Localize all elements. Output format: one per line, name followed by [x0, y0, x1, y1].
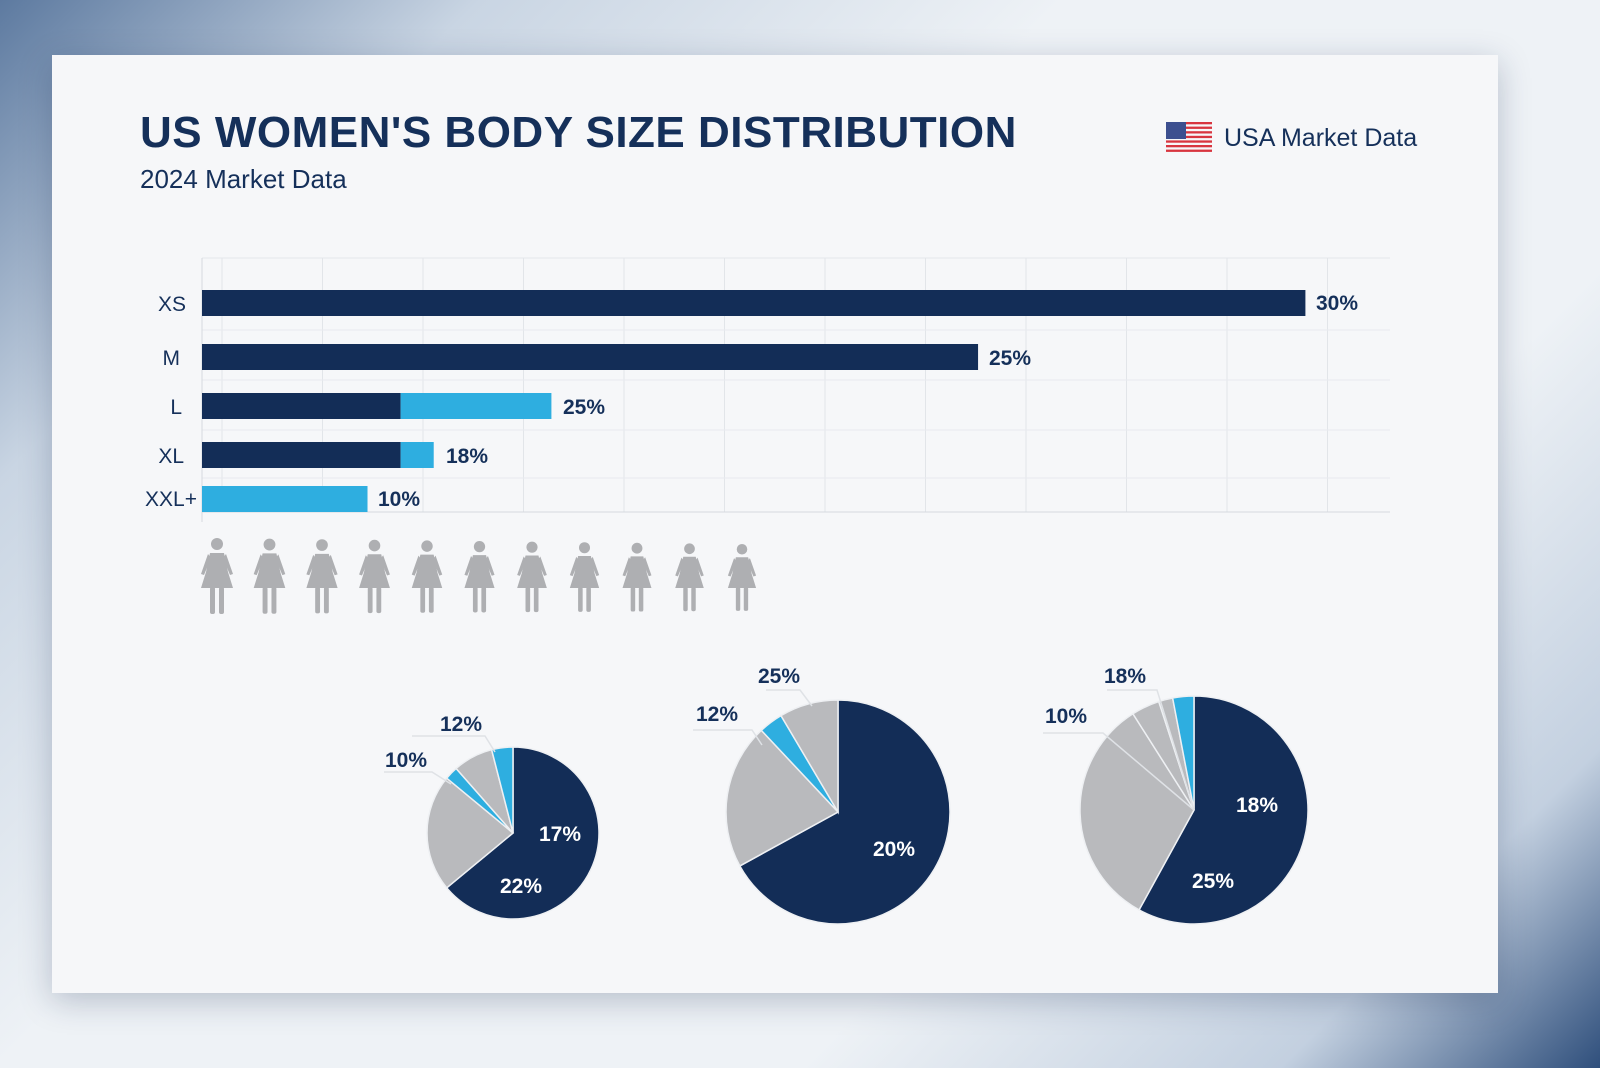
pie-outer-label: 10% — [1045, 705, 1087, 728]
pie-outer-label: 18% — [1104, 665, 1146, 688]
bar-grid — [201, 257, 1390, 522]
flag-stripe — [1166, 131, 1212, 134]
bar-data-label: 25% — [989, 347, 1031, 370]
pie-outer-label: 10% — [385, 749, 427, 772]
bar-category-label: XS — [158, 293, 186, 316]
pie-inner-label: 25% — [1192, 870, 1234, 893]
pie-slice — [779, 699, 839, 815]
pie-slice — [445, 746, 600, 920]
bar-category-label: XXL+ — [145, 488, 197, 511]
woman-figure-icon — [253, 538, 286, 614]
flag-stripe — [1166, 135, 1212, 139]
leader-line — [766, 689, 813, 707]
woman-figure-icon — [727, 544, 757, 611]
pie-slice — [426, 777, 515, 889]
woman-figure-icon — [622, 542, 652, 612]
bar-l — [202, 393, 401, 419]
pie-slice — [1138, 695, 1309, 925]
bar-data-label: 18% — [446, 445, 488, 468]
pie-outer-label: 25% — [758, 665, 800, 688]
pie-inner-label: 18% — [1236, 794, 1278, 817]
us-flag-icon — [1166, 122, 1212, 152]
leader-line — [1043, 732, 1195, 811]
bar-data-label: 10% — [378, 488, 420, 511]
leader-line — [384, 771, 452, 785]
leader-line — [693, 729, 763, 746]
bar-data-label: 30% — [1316, 292, 1358, 315]
leader-line — [412, 735, 496, 753]
woman-figures — [201, 538, 757, 614]
pie-slice — [738, 699, 951, 925]
bar-category-label: M — [163, 347, 181, 370]
pie-inner-label: 22% — [500, 875, 542, 898]
bar-xs — [202, 290, 1306, 316]
pie-outer-label: 12% — [440, 713, 482, 736]
bar-l — [400, 393, 552, 419]
legend: USA Market Data — [1166, 122, 1417, 154]
bar-chart — [202, 290, 1306, 512]
pie-outer-label: 12% — [696, 703, 738, 726]
pie-inner-label: 20% — [873, 838, 915, 861]
leader-lines — [384, 689, 1195, 811]
leader-line — [1107, 689, 1195, 811]
bar-category-label: XL — [158, 445, 184, 468]
bar-category-label: L — [170, 396, 182, 419]
page-title: US WOMEN'S BODY SIZE DISTRIBUTION — [140, 108, 1017, 157]
bar-data-label: 25% — [563, 396, 605, 419]
bar-m — [202, 344, 979, 370]
woman-figure-icon — [201, 538, 233, 614]
page-subtitle: 2024 Market Data — [140, 164, 347, 194]
flag-stripe — [1166, 145, 1212, 148]
pie-slice — [490, 746, 514, 834]
bar-xxl-plus — [202, 486, 368, 512]
flag-stripe — [1166, 126, 1212, 129]
woman-figure-icon — [411, 540, 443, 613]
pie-slice — [725, 729, 840, 867]
woman-figure-icon — [517, 541, 547, 613]
woman-figure-icon — [569, 542, 600, 612]
woman-figure-icon — [464, 541, 495, 613]
pie-inner-label: 17% — [539, 823, 581, 846]
pie-charts — [426, 695, 1309, 925]
flag-stripe — [1166, 149, 1212, 152]
flag-stripe — [1166, 122, 1212, 125]
flag-stripe — [1166, 140, 1212, 143]
woman-figure-icon — [675, 543, 704, 612]
pie-slice — [1171, 695, 1195, 811]
woman-figure-icon — [359, 539, 390, 614]
bar-xl — [400, 442, 434, 468]
legend-label: USA Market Data — [1224, 123, 1418, 152]
bar-xl — [202, 442, 401, 468]
pie-slice — [1079, 712, 1195, 911]
woman-figure-icon — [306, 539, 338, 614]
